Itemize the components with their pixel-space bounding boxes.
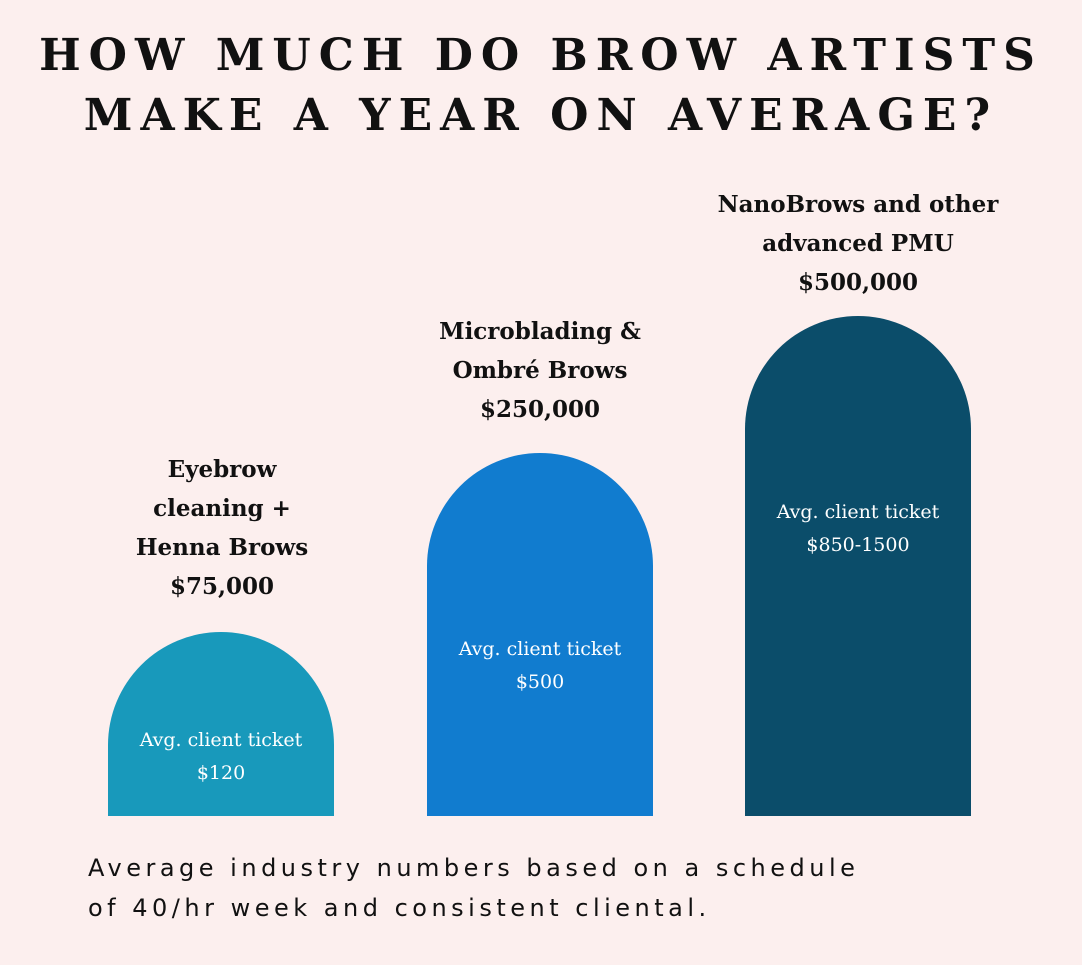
bar-label-eyebrow-henna: Eyebrow cleaning + Henna Brows $75,000 (52, 450, 392, 606)
ticket-label-nanobrows-pmu: Avg. client ticket $850-1500 (745, 496, 971, 562)
ticket-label-eyebrow-henna: Avg. client ticket $120 (108, 724, 334, 790)
bar-nanobrows-pmu (745, 316, 971, 816)
category-label-line: advanced PMU (762, 230, 954, 257)
ticket-caption: Avg. client ticket (139, 729, 303, 751)
bar-eyebrow-henna (108, 632, 334, 816)
category-label-line: cleaning + (153, 495, 291, 522)
ticket-caption: Avg. client ticket (776, 501, 940, 523)
footnote-line-1: Average industry numbers based on a sche… (88, 854, 860, 882)
ticket-caption: Avg. client ticket (458, 638, 622, 660)
category-label-line: Eyebrow (167, 456, 277, 483)
bar-microblading-ombre (427, 453, 653, 816)
category-label-line: Henna Brows (135, 534, 309, 561)
bar-value-label: $250,000 (479, 396, 601, 423)
bar-value-label: $500,000 (797, 269, 919, 296)
ticket-value: $120 (196, 762, 246, 784)
bar-value-label: $75,000 (169, 573, 275, 600)
bar-label-nanobrows-pmu: NanoBrows and other advanced PMU $500,00… (688, 185, 1028, 302)
bar-label-microblading-ombre: Microblading & Ombré Brows $250,000 (370, 312, 710, 429)
ticket-value: $500 (515, 671, 565, 693)
footnote-line-2: of 40/hr week and consistent cliental. (88, 894, 711, 922)
ticket-value: $850-1500 (806, 534, 910, 556)
chart-title: HOW MUCH DO BROW ARTISTS MAKE A YEAR ON … (0, 26, 1082, 146)
chart-title-line-1: HOW MUCH DO BROW ARTISTS (39, 30, 1043, 81)
category-label-line: Ombré Brows (452, 357, 628, 384)
footnote: Average industry numbers based on a sche… (88, 848, 1048, 928)
category-label-line: NanoBrows and other (717, 191, 999, 218)
chart-title-line-2: MAKE A YEAR ON AVERAGE? (83, 90, 999, 141)
category-label-line: Microblading & (439, 318, 641, 345)
ticket-label-microblading-ombre: Avg. client ticket $500 (427, 633, 653, 699)
